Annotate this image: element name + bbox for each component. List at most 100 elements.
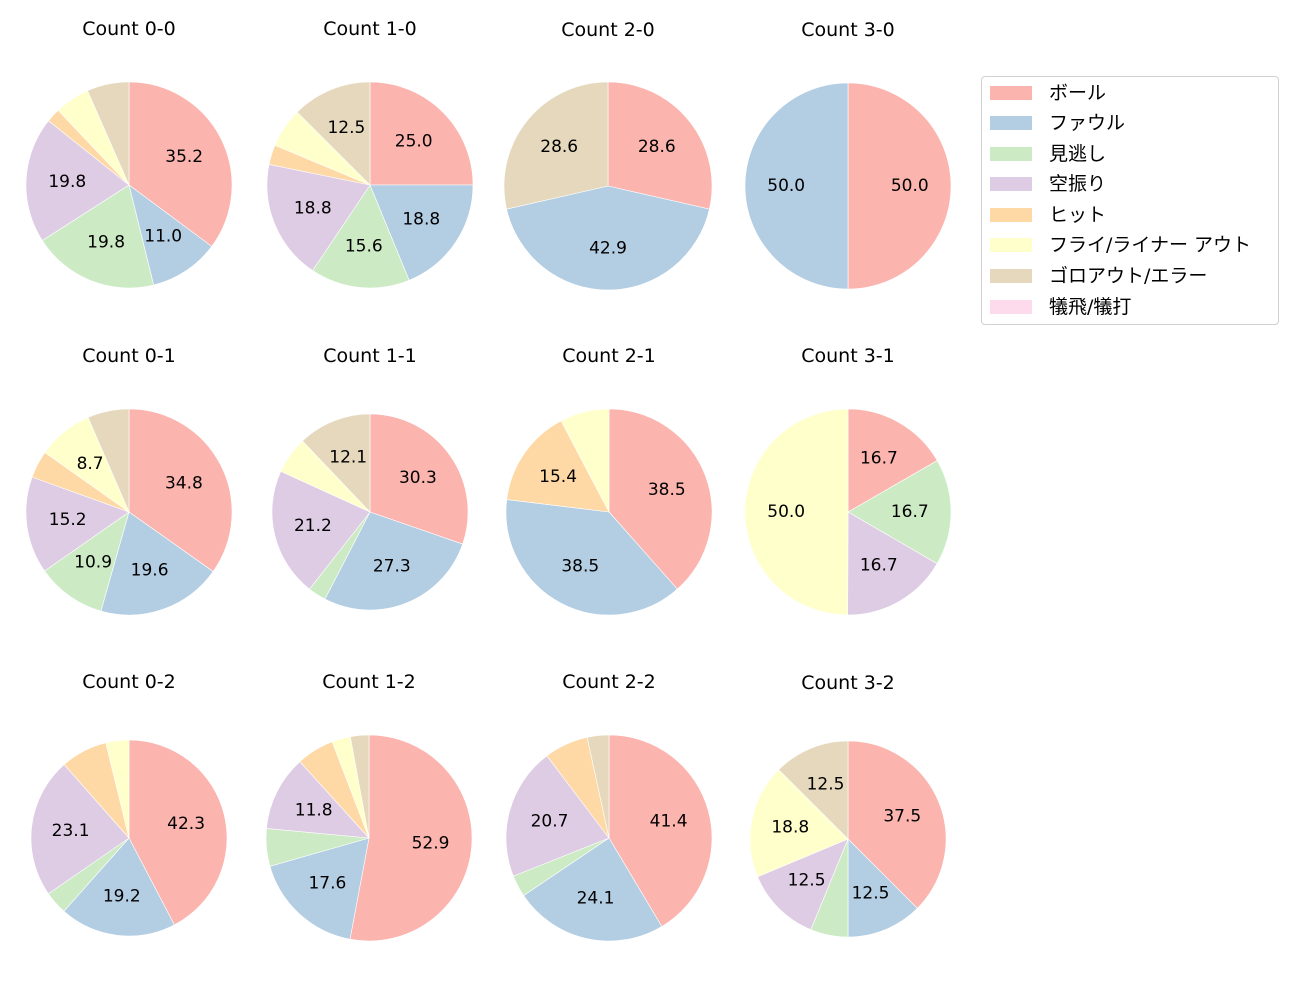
slice-percent-label: 20.7 — [531, 811, 569, 831]
pie-slice — [506, 420, 610, 513]
pie-slice — [847, 740, 947, 909]
pie-title: Count 2-2 — [562, 671, 656, 693]
slice-percent-label: 38.5 — [648, 480, 686, 500]
pie-slice — [847, 408, 938, 513]
pie-count-3-0: 50.0 50.0 Count 3-0 — [744, 19, 952, 290]
pie-title: Count 0-0 — [82, 18, 176, 40]
pie-slice — [503, 81, 609, 210]
pie-title: Count 3-1 — [801, 345, 895, 367]
pie-slice — [30, 764, 130, 895]
pie-slice — [87, 408, 130, 513]
slice-percent-label: 27.3 — [373, 557, 411, 577]
pie-count-2-2: 41.4 24.1 20.7 Count 2-2 — [505, 671, 713, 942]
legend-label-fly-out: フライ/ライナー アウト — [1049, 234, 1252, 256]
pie-slice — [87, 81, 130, 186]
pie-slice — [266, 164, 371, 271]
pie-slice — [271, 470, 371, 590]
pie-slice — [744, 82, 849, 290]
pie-title: Count 0-2 — [82, 671, 176, 693]
slice-percent-label: 50.0 — [891, 176, 929, 196]
pie-slice — [63, 837, 175, 937]
pie-slice — [608, 734, 713, 927]
pie-title: Count 3-2 — [801, 672, 895, 694]
slice-percent-label: 28.6 — [638, 137, 676, 157]
pie-slice — [505, 755, 610, 877]
pie-slice — [847, 460, 952, 565]
slice-percent-label: 12.5 — [852, 883, 890, 903]
pie-slice — [128, 81, 233, 247]
slice-percent-label: 19.6 — [131, 560, 169, 580]
pie-slice — [847, 511, 938, 616]
slice-percent-label: 38.5 — [561, 557, 599, 577]
slice-percent-label: 15.2 — [49, 510, 87, 530]
pie-slice — [369, 81, 474, 186]
legend-swatch-called-strike — [990, 147, 1032, 161]
legend-swatch-ball — [990, 86, 1032, 100]
slice-percent-label: 12.1 — [329, 447, 367, 467]
pie-slice — [586, 734, 610, 839]
slice-percent-label: 16.7 — [891, 502, 929, 522]
legend-swatch-swinging-strike — [990, 177, 1032, 191]
slice-percent-label: 35.2 — [165, 147, 203, 167]
slice-percent-label: 34.8 — [165, 474, 203, 494]
pie-slice — [369, 413, 469, 545]
legend-swatch-sacrifice — [990, 300, 1032, 314]
pie-slice — [560, 408, 610, 513]
pie-slice — [41, 184, 155, 289]
legend-swatch-ground-out — [990, 269, 1032, 283]
pie-slice — [296, 81, 371, 186]
legend-label-hit: ヒット — [1049, 204, 1107, 226]
pie-slice — [744, 408, 849, 616]
pie-slice — [506, 185, 710, 291]
pie-slice — [369, 184, 474, 281]
pie-count-0-1: 34.8 19.6 10.9 15.2 8.7 Count 0-1 — [25, 345, 233, 616]
slice-percent-label: 12.5 — [327, 118, 365, 138]
pie-slice — [523, 837, 663, 942]
legend-label-ball: ボール — [1049, 82, 1107, 104]
pie-slice — [607, 81, 713, 210]
pie-title: Count 1-0 — [323, 18, 417, 40]
slice-percent-label: 37.5 — [883, 807, 921, 827]
slice-percent-label: 15.6 — [345, 237, 383, 257]
pie-slice — [25, 476, 130, 572]
pie-count-1-2: 52.9 17.6 11.8 Count 1-2 — [265, 671, 473, 942]
pie-title: Count 1-1 — [323, 345, 417, 367]
slice-percent-label: 50.0 — [767, 502, 805, 522]
pie-slice — [100, 511, 214, 616]
slice-percent-label: 42.9 — [589, 238, 627, 258]
pie-count-3-2: 37.5 12.5 12.5 18.8 12.5 Count 3-2 — [749, 672, 947, 938]
slice-percent-label: 23.1 — [52, 821, 90, 841]
slice-percent-label: 18.8 — [771, 818, 809, 838]
pie-count-2-0: 28.6 42.9 28.6 Count 2-0 — [503, 19, 713, 291]
legend-swatch-fly-out — [990, 238, 1032, 252]
slice-percent-label: 19.2 — [103, 886, 141, 906]
pie-count-1-1: 30.3 27.3 21.2 12.1 Count 1-1 — [271, 345, 469, 611]
legend-label-sacrifice: 犠飛/犠打 — [1049, 296, 1132, 318]
pie-title: Count 0-1 — [82, 345, 176, 367]
pie-slice — [349, 734, 473, 942]
legend-label-ground-out: ゴロアウト/エラー — [1049, 265, 1208, 287]
pie-title: Count 2-1 — [562, 345, 656, 367]
slice-percent-label: 52.9 — [412, 834, 450, 854]
slice-percent-label: 16.7 — [860, 449, 898, 469]
slice-percent-label: 41.4 — [650, 812, 688, 832]
slice-percent-label: 19.8 — [87, 232, 125, 252]
slice-percent-label: 19.8 — [48, 172, 86, 192]
slice-percent-label: 17.6 — [308, 874, 346, 894]
pie-slice — [324, 511, 464, 611]
pie-slice — [749, 769, 849, 878]
pie-slice — [312, 184, 410, 289]
legend-label-foul: ファウル — [1049, 112, 1126, 134]
pie-slice — [608, 408, 713, 590]
slice-percent-label: 12.5 — [788, 871, 826, 891]
slice-percent-label: 15.4 — [539, 467, 577, 487]
pie-slice — [128, 408, 233, 572]
legend-swatch-hit — [990, 208, 1032, 222]
legend-label-called-strike: 見逃し — [1049, 143, 1107, 165]
pie-title: Count 3-0 — [801, 19, 895, 41]
pie-slice — [44, 511, 130, 612]
slice-percent-label: 28.6 — [540, 137, 578, 157]
pie-slice — [25, 120, 130, 241]
slice-percent-label: 11.8 — [295, 800, 333, 820]
